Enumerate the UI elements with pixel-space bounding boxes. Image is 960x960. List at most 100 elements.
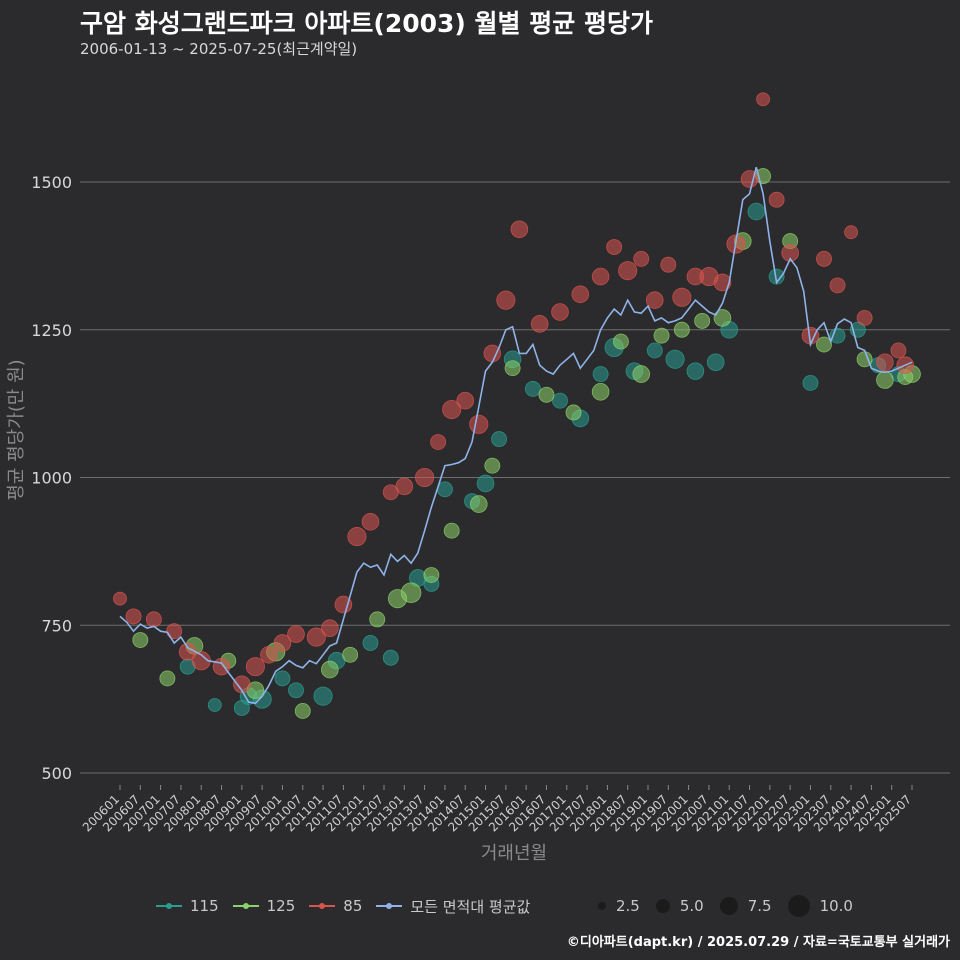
point-125 xyxy=(321,660,339,679)
y-tick-label: 1250 xyxy=(31,321,72,340)
point-85 xyxy=(442,399,462,420)
legend-item-85: 85 xyxy=(309,896,362,916)
point-85 xyxy=(856,309,873,326)
point-115 xyxy=(768,268,785,285)
point-85 xyxy=(876,353,894,372)
point-85 xyxy=(260,645,278,664)
point-115 xyxy=(665,349,685,369)
point-115 xyxy=(592,366,609,383)
point-115 xyxy=(802,374,819,391)
point-85 xyxy=(233,675,251,694)
point-85 xyxy=(361,513,380,531)
legend-item-125: 125 xyxy=(232,896,296,916)
y-tick-label: 500 xyxy=(41,764,72,783)
point-85 xyxy=(618,261,638,281)
point-85 xyxy=(306,627,326,647)
point-125 xyxy=(538,386,555,403)
point-85 xyxy=(395,477,414,496)
point-85 xyxy=(245,657,265,677)
size-legend-item-5-0: 5.0 xyxy=(655,897,704,915)
y-axis-label: 평균 평당가(만 원) xyxy=(6,359,27,500)
legend-item-115: 115 xyxy=(156,896,219,916)
size-legend-item-10-0: 10.0 xyxy=(787,895,853,917)
point-85 xyxy=(530,315,549,333)
point-125 xyxy=(816,336,832,353)
point-125 xyxy=(369,611,386,628)
point-85 xyxy=(756,92,771,107)
point-85 xyxy=(334,595,353,614)
size-legend: 2.5 5.0 7.5 10.0 xyxy=(598,895,869,917)
point-85 xyxy=(415,467,435,488)
chart-title: 구암 화성그랜드파크 아파트(2003) 월별 평균 평당가 xyxy=(80,9,653,38)
point-85 xyxy=(166,623,183,640)
point-85 xyxy=(829,277,846,294)
legend-label-average: 모든 면적대 평균값 xyxy=(410,897,531,916)
y-tick-labels: 500 750 1000 1250 1500 xyxy=(31,173,72,783)
point-125 xyxy=(504,360,521,377)
legend-key-125 xyxy=(232,896,259,916)
series-legend: 115 125 85 모든 면적대 평균값 xyxy=(156,896,544,916)
point-125 xyxy=(713,309,732,327)
point-85 xyxy=(145,611,162,628)
point-85 xyxy=(844,225,859,240)
legend-item-average: 모든 면적대 평균값 xyxy=(376,896,530,917)
point-115 xyxy=(476,474,495,493)
point-125 xyxy=(132,632,149,648)
point-85 xyxy=(645,291,664,310)
point-115 xyxy=(524,380,541,397)
point-85 xyxy=(816,250,832,267)
point-125 xyxy=(612,333,629,350)
point-125 xyxy=(400,582,422,603)
size-legend-label: 7.5 xyxy=(747,897,772,915)
point-115 xyxy=(552,392,568,409)
chart-subtitle: 2006-01-13 ~ 2025-07-25(최근계약일) xyxy=(80,40,358,58)
point-125 xyxy=(565,404,582,421)
point-85 xyxy=(713,273,732,292)
point-125 xyxy=(632,365,651,383)
size-legend-label: 2.5 xyxy=(616,897,640,915)
point-125 xyxy=(159,670,176,687)
point-85 xyxy=(591,267,610,286)
size-legend-item-2-5: 2.5 xyxy=(598,897,640,915)
point-85 xyxy=(890,342,907,359)
average-line-group xyxy=(119,167,913,705)
size-legend-label: 10.0 xyxy=(819,897,853,915)
legend-label-115: 115 xyxy=(190,897,219,915)
point-85 xyxy=(456,391,475,410)
point-115 xyxy=(313,686,333,706)
average-line xyxy=(119,167,913,705)
point-125 xyxy=(694,312,711,329)
point-85 xyxy=(672,287,692,307)
point-115 xyxy=(362,635,379,651)
point-85 xyxy=(113,591,127,606)
size-legend-dot xyxy=(598,902,606,910)
point-85 xyxy=(496,290,516,310)
point-125 xyxy=(443,522,460,539)
legend-label-85: 85 xyxy=(343,897,363,915)
point-115 xyxy=(207,698,222,712)
point-85 xyxy=(469,414,489,434)
point-125 xyxy=(469,495,488,513)
point-85 xyxy=(347,527,367,547)
point-115 xyxy=(274,670,291,687)
y-tick-label: 1000 xyxy=(31,469,72,488)
point-85 xyxy=(660,256,677,273)
point-85 xyxy=(321,619,339,638)
point-115 xyxy=(646,342,663,359)
size-legend-dot xyxy=(787,895,810,917)
point-125 xyxy=(342,646,359,663)
point-125 xyxy=(484,457,501,474)
point-85 xyxy=(606,239,623,255)
point-115 xyxy=(288,682,304,699)
legend-key-115 xyxy=(156,896,182,916)
grid-lines xyxy=(80,181,950,774)
legend-label-125: 125 xyxy=(266,897,296,915)
point-115 xyxy=(706,353,725,372)
point-85 xyxy=(571,285,590,304)
point-85 xyxy=(781,244,799,262)
point-115 xyxy=(491,431,508,448)
point-85 xyxy=(768,191,785,208)
point-85 xyxy=(633,250,650,267)
x-tick-labels: 2006012006072007012007072008012008072009… xyxy=(80,785,914,835)
